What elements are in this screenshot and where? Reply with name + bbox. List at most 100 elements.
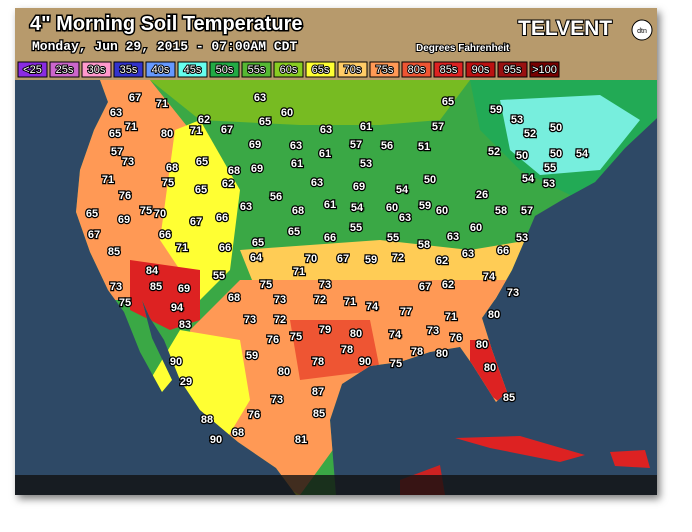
legend-swatch bbox=[145, 61, 176, 78]
station-temp: 66 bbox=[324, 232, 336, 244]
station-temp: 53 bbox=[516, 232, 528, 244]
station-temp: 53 bbox=[511, 114, 523, 126]
legend-swatch bbox=[49, 61, 80, 78]
station-temp: 80 bbox=[161, 128, 173, 140]
station-temp: 63 bbox=[290, 140, 302, 152]
station-temp: 63 bbox=[320, 124, 332, 136]
station-temp: 74 bbox=[366, 301, 379, 313]
station-temp: 69 bbox=[251, 163, 263, 175]
station-temp: 73 bbox=[271, 394, 283, 406]
legend-label: 70s bbox=[344, 64, 362, 76]
station-temp: 73 bbox=[427, 325, 439, 337]
station-temp: 62 bbox=[198, 114, 210, 126]
station-temp: 65 bbox=[288, 226, 300, 238]
station-temp: 71 bbox=[190, 125, 202, 137]
legend-swatch bbox=[401, 61, 432, 78]
station-temp: 57 bbox=[350, 139, 362, 151]
legend-swatch bbox=[433, 61, 464, 78]
station-temp: 54 bbox=[396, 184, 409, 196]
station-temp: 66 bbox=[219, 242, 231, 254]
station-temp: 85 bbox=[108, 246, 120, 258]
legend-label: 90s bbox=[472, 64, 490, 76]
station-temp: 72 bbox=[392, 252, 404, 264]
station-temp: 71 bbox=[344, 296, 356, 308]
station-temp: 90 bbox=[359, 356, 371, 368]
station-temp: 60 bbox=[470, 222, 482, 234]
station-temp: 75 bbox=[390, 358, 402, 370]
bottom-strip bbox=[15, 475, 657, 495]
station-temp: 80 bbox=[350, 328, 362, 340]
station-temp: 65 bbox=[196, 156, 208, 168]
station-temp: 79 bbox=[319, 324, 331, 336]
station-temp: 76 bbox=[450, 332, 462, 344]
station-temp: 75 bbox=[260, 279, 272, 291]
station-temp: 50 bbox=[550, 148, 562, 160]
station-temp: 65 bbox=[259, 116, 271, 128]
station-temp: 69 bbox=[249, 139, 261, 151]
hispaniola bbox=[610, 450, 650, 468]
station-temp: 71 bbox=[176, 242, 188, 254]
station-temp: 88 bbox=[201, 414, 213, 426]
legend-label: <25 bbox=[23, 64, 42, 76]
station-temp: 54 bbox=[351, 202, 364, 214]
legend-swatch bbox=[273, 61, 304, 78]
station-temp: 55 bbox=[387, 232, 399, 244]
station-temp: 67 bbox=[337, 253, 349, 265]
station-temp: 59 bbox=[246, 350, 258, 362]
station-temp: 57 bbox=[111, 146, 123, 158]
brand-badge-bg bbox=[631, 19, 653, 41]
station-temp: 65 bbox=[252, 237, 264, 249]
legend-label: 65s bbox=[312, 64, 330, 76]
station-temp: 60 bbox=[281, 107, 293, 119]
legend-swatch bbox=[497, 61, 528, 78]
station-temp: 55 bbox=[544, 162, 556, 174]
station-temp: 56 bbox=[381, 140, 393, 152]
station-temp: 54 bbox=[522, 173, 535, 185]
station-temp: 68 bbox=[166, 162, 178, 174]
legend-label: 95s bbox=[504, 64, 522, 76]
station-temp: 29 bbox=[180, 376, 192, 388]
units: Degrees Fahrenheit bbox=[416, 43, 510, 54]
station-temp: 55 bbox=[350, 222, 362, 234]
station-temp: 67 bbox=[419, 281, 431, 293]
brand-badge: dtn bbox=[637, 28, 647, 35]
station-temp: 73 bbox=[274, 294, 286, 306]
station-temp: 50 bbox=[550, 122, 562, 134]
station-temp: 67 bbox=[129, 92, 141, 104]
station-temp: 77 bbox=[400, 306, 412, 318]
station-temp: 68 bbox=[232, 427, 244, 439]
station-temp: 68 bbox=[292, 205, 304, 217]
legend-swatch bbox=[209, 61, 240, 78]
legend-swatch bbox=[17, 61, 48, 78]
station-temp: 63 bbox=[311, 177, 323, 189]
legend-swatch bbox=[177, 61, 208, 78]
station-temp: 52 bbox=[488, 146, 500, 158]
station-temp: 85 bbox=[313, 408, 325, 420]
station-temp: 76 bbox=[248, 409, 260, 421]
brand: TELVENT bbox=[518, 17, 612, 40]
station-temp: 76 bbox=[267, 334, 279, 346]
station-temp: 71 bbox=[102, 174, 114, 186]
station-temp: 62 bbox=[436, 255, 448, 267]
station-temp: 81 bbox=[295, 434, 307, 446]
legend-swatch bbox=[81, 61, 112, 78]
station-temp: 83 bbox=[179, 319, 191, 331]
legend: <25 25s 30s 35s 40s 45s 50s 55s 60s 65s 70s 75s 80s 8… bbox=[17, 61, 560, 78]
station-temp: 57 bbox=[521, 205, 533, 217]
station-temp: 58 bbox=[495, 205, 507, 217]
station-temp: 75 bbox=[162, 177, 174, 189]
station-temp: 80 bbox=[436, 348, 448, 360]
station-temp: 63 bbox=[447, 231, 459, 243]
station-temp: 62 bbox=[442, 279, 454, 291]
station-temp: 71 bbox=[445, 311, 457, 323]
station-temp: 75 bbox=[140, 205, 152, 217]
station-temp: 26 bbox=[476, 189, 488, 201]
station-temp: 63 bbox=[110, 107, 122, 119]
station-temp: 69 bbox=[118, 214, 130, 226]
station-temp: 80 bbox=[488, 309, 500, 321]
station-temp: 70 bbox=[305, 253, 317, 265]
station-temp: 90 bbox=[210, 434, 222, 446]
legend-swatch bbox=[305, 61, 336, 78]
station-temp: 50 bbox=[424, 174, 436, 186]
